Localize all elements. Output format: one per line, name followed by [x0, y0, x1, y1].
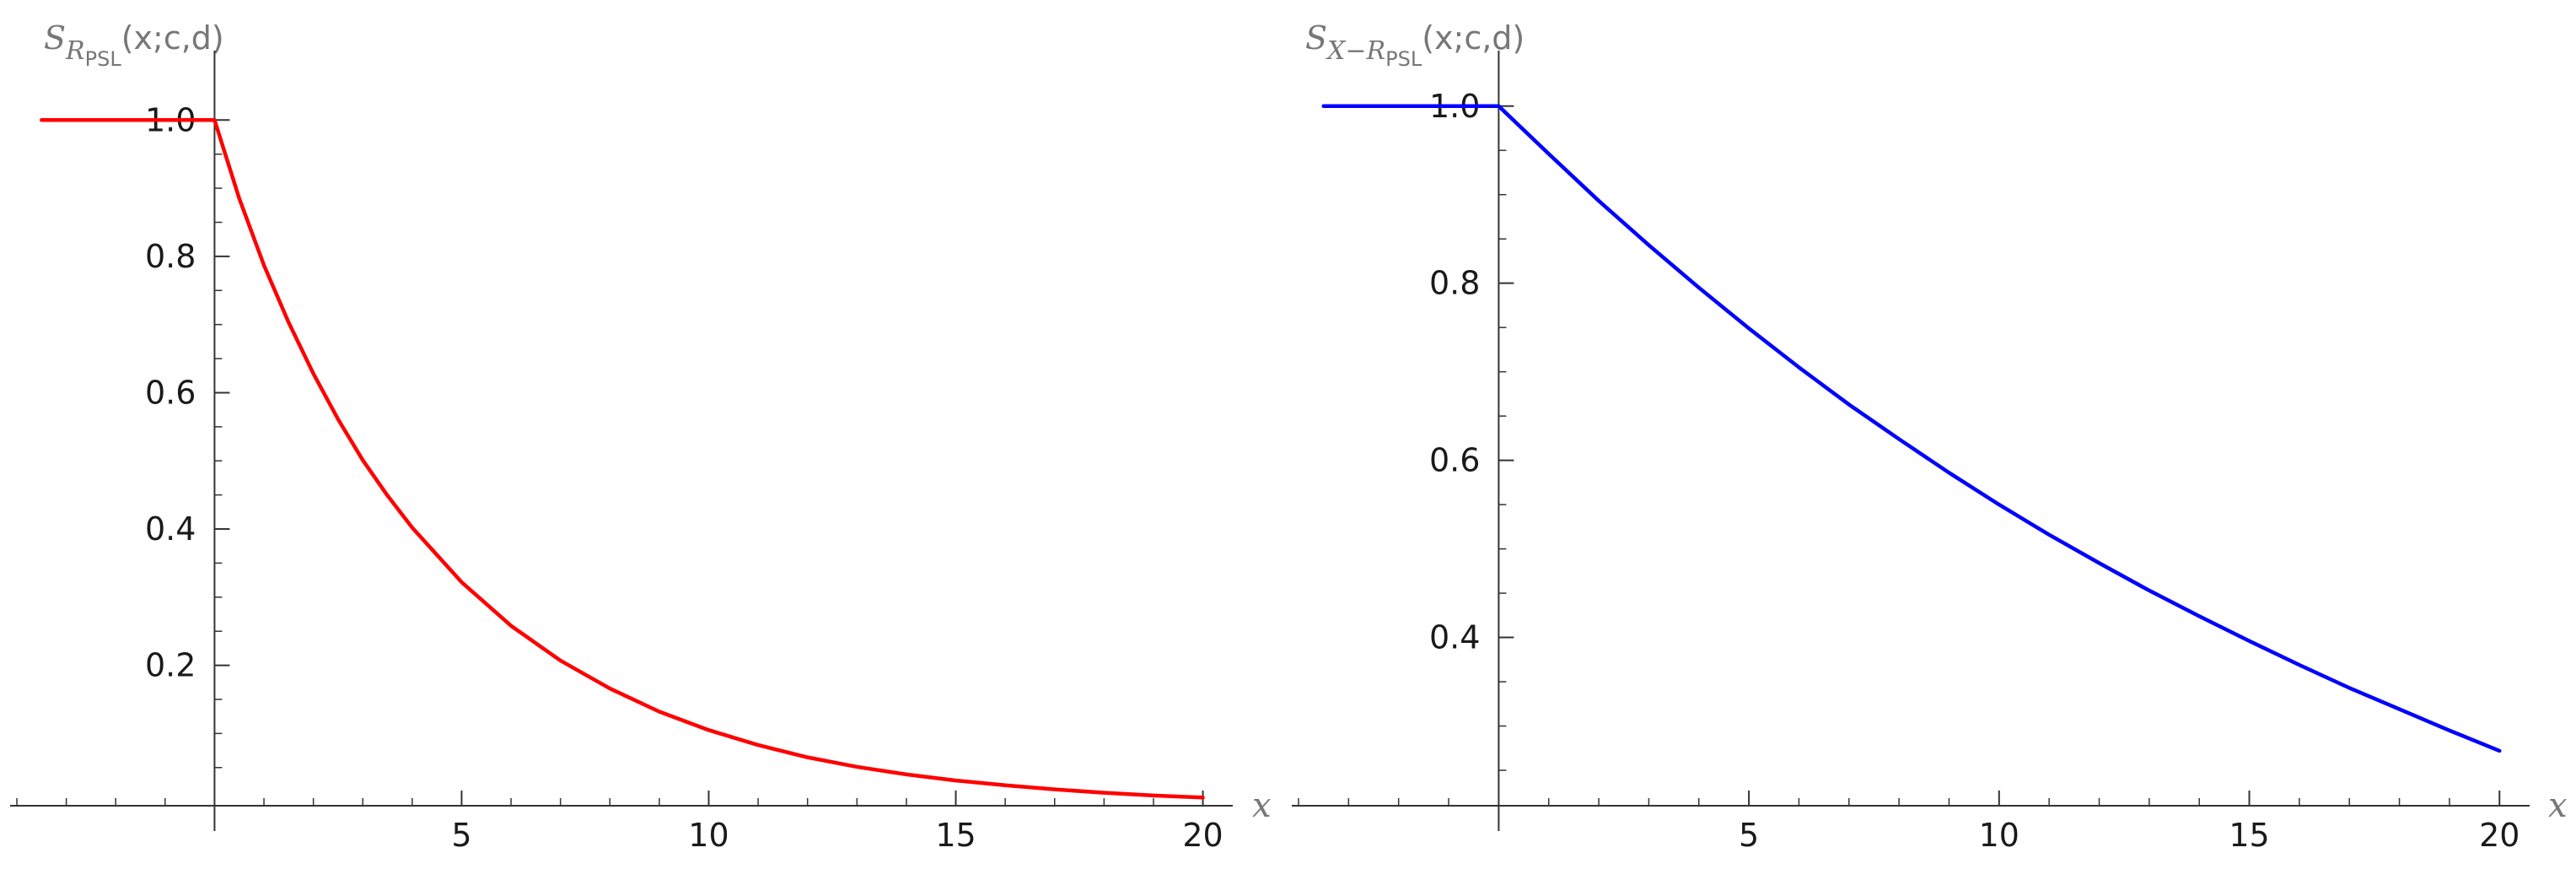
chart-title-args: (x;c,d) — [1422, 19, 1525, 57]
x-tick-label: 20 — [2479, 817, 2520, 854]
x-tick-label: 20 — [1182, 817, 1223, 854]
chart-title-main: S — [1305, 19, 1327, 57]
chart-title: SRPSL(x;c,d) — [44, 19, 224, 71]
x-tick-label: 5 — [1739, 817, 1759, 854]
chart-panel-left: SRPSL(x;c,d)5 10 15 200.20.40.60.81.0x — [10, 19, 1272, 854]
x-tick-label: 10 — [1979, 817, 2019, 854]
y-tick-label: 0.4 — [145, 510, 196, 548]
y-tick-label: 0.8 — [1429, 265, 1480, 302]
chart-title-subscript: X−R — [1326, 36, 1385, 66]
chart-title: SX−RPSL(x;c,d) — [1305, 19, 1525, 71]
y-tick-label: 0.6 — [145, 374, 196, 411]
chart-title-subsubscript: PSL — [1385, 47, 1422, 71]
chart-title-main: S — [44, 19, 66, 57]
x-tick-label: 5 — [451, 817, 471, 854]
x-axis-label: x — [1252, 786, 1272, 825]
series-line — [40, 118, 1205, 800]
chart-title-subsubscript: PSL — [85, 47, 122, 71]
chart-title-subscript: R — [65, 36, 85, 66]
y-tick-label: 0.8 — [145, 238, 196, 275]
y-tick-label: 0.4 — [1429, 619, 1480, 656]
chart-panel-right: SX−RPSL(x;c,d)5 10 15 200.40.60.81.0x — [1292, 19, 2568, 854]
x-tick-label: 10 — [688, 817, 729, 854]
x-tick-label: 15 — [2229, 817, 2269, 854]
series-line — [1321, 104, 2502, 753]
y-tick-label: 0.6 — [1429, 442, 1480, 479]
y-tick-label: 0.2 — [145, 647, 196, 684]
x-axis-label: x — [2548, 786, 2568, 825]
chart-title-args: (x;c,d) — [121, 19, 224, 57]
x-tick-label: 15 — [935, 817, 976, 854]
